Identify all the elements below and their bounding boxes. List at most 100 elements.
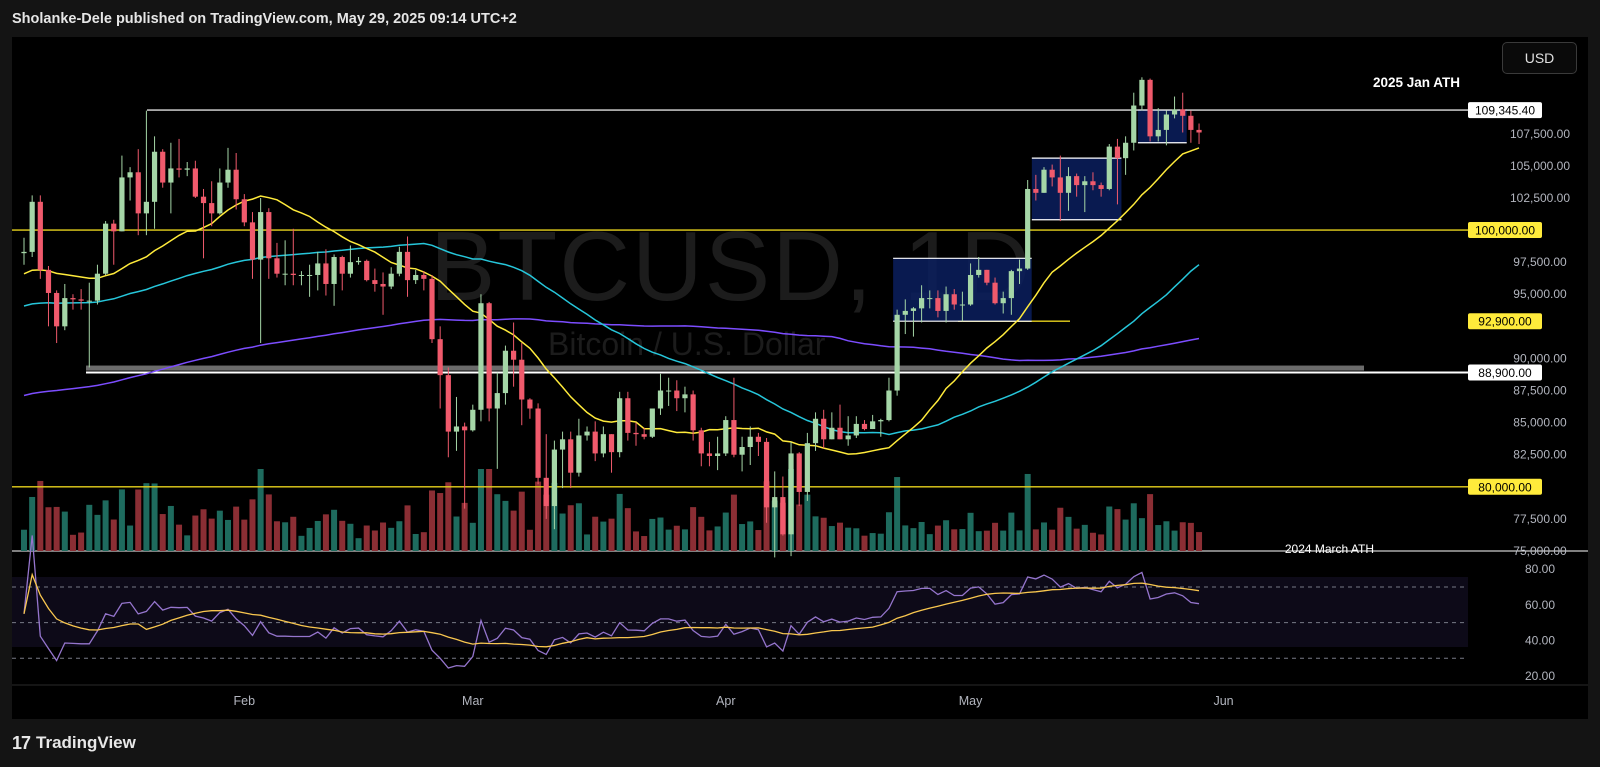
candle-body xyxy=(176,168,182,170)
volume-bar xyxy=(1106,506,1113,551)
volume-bar xyxy=(934,525,941,551)
time-axis-tick: Feb xyxy=(234,694,256,708)
time-axis-tick: Mar xyxy=(462,694,484,708)
candle-body xyxy=(429,278,435,340)
candle-body xyxy=(209,203,215,214)
volume-bar xyxy=(1187,522,1194,551)
volume-bar xyxy=(796,504,803,551)
volume-bar xyxy=(714,526,721,551)
volume-bar xyxy=(143,483,150,551)
volume-bar xyxy=(649,518,656,551)
rsi-axis-tick: 80.00 xyxy=(1525,562,1555,576)
volume-bar xyxy=(1000,530,1007,551)
volume-bar xyxy=(926,534,933,551)
volume-bar xyxy=(584,534,591,551)
volume-bar xyxy=(1155,525,1162,551)
watermark-description: Bitcoin / U.S. Dollar xyxy=(548,326,826,362)
candle-body xyxy=(86,300,92,302)
volume-bar xyxy=(167,505,174,551)
candle-body xyxy=(225,169,231,183)
price-level-box xyxy=(1468,222,1542,239)
volume-bar xyxy=(298,535,305,551)
candle-body xyxy=(266,212,272,259)
price-chart[interactable]: 107,500.00 105,000.00 102,500.00 97,500.00 9… xyxy=(12,37,1588,719)
price-axis-tick: 107,500.00 xyxy=(1510,127,1570,141)
volume-bar xyxy=(983,530,990,551)
volume-bar xyxy=(608,518,615,551)
rsi-line xyxy=(23,535,1200,669)
candle-body xyxy=(674,390,680,399)
candle-body xyxy=(1033,188,1039,193)
volume-bar xyxy=(184,535,191,551)
candle-body xyxy=(967,274,974,305)
candle-body xyxy=(274,258,280,274)
candle-body xyxy=(233,169,239,200)
candle-body xyxy=(372,280,378,284)
candle-body xyxy=(307,274,313,276)
footer-brand[interactable]: 17 TradingView xyxy=(12,728,136,758)
rsi-axis-tick: 40.00 xyxy=(1525,633,1555,647)
candle-body xyxy=(192,168,198,197)
candle-body xyxy=(355,260,362,263)
candle-body xyxy=(290,273,296,275)
candle-body xyxy=(853,423,859,436)
volume-bar xyxy=(151,483,158,551)
candle-body xyxy=(1082,181,1088,186)
candle-body xyxy=(788,453,794,535)
price-level-label: 80,000.00 xyxy=(1478,480,1532,494)
candle-body xyxy=(45,269,52,293)
price-axis-tick: 77,500.00 xyxy=(1513,512,1567,526)
volume-bar xyxy=(869,533,876,551)
candle-body xyxy=(1008,271,1014,299)
candle-body xyxy=(657,390,664,409)
volume-bar xyxy=(959,529,966,551)
candle-body xyxy=(339,257,345,274)
candle-body xyxy=(951,294,957,305)
candle-body xyxy=(184,168,190,170)
price-level-label: 100,000.00 xyxy=(1475,224,1535,238)
candle-body xyxy=(494,393,500,409)
volume-bar xyxy=(665,529,672,551)
volume-bar xyxy=(681,529,688,551)
candle-body xyxy=(1188,115,1194,130)
candle-body xyxy=(649,408,655,437)
candle-body xyxy=(698,430,704,454)
candle-body xyxy=(812,418,819,444)
candle-body xyxy=(706,453,713,456)
volume-bar xyxy=(21,529,27,551)
volume-bar xyxy=(290,516,297,551)
currency-button[interactable]: USD xyxy=(1502,42,1577,74)
volume-bar xyxy=(61,511,68,551)
volume-bar xyxy=(118,489,125,551)
price-axis-tick: 95,000.00 xyxy=(1513,287,1567,301)
volume-bar xyxy=(1041,522,1047,551)
volume-bar xyxy=(559,513,566,551)
volume-bar xyxy=(371,530,378,551)
candle-body xyxy=(755,436,761,442)
volume-bar xyxy=(722,512,729,551)
volume-bar xyxy=(698,516,705,551)
currency-label: USD xyxy=(1524,50,1555,66)
candle-body xyxy=(1025,188,1031,269)
candle-body xyxy=(1139,79,1145,106)
candle-body xyxy=(535,408,541,478)
candle-body xyxy=(1123,142,1129,159)
price-level-box xyxy=(1468,364,1542,381)
candle-body xyxy=(70,298,76,300)
candle-body xyxy=(511,350,517,360)
candle-body xyxy=(625,398,631,433)
sma-slow-line xyxy=(23,318,1200,397)
candle-body xyxy=(780,497,786,535)
candle-body xyxy=(731,420,737,455)
candle-body xyxy=(837,427,843,440)
candle-body xyxy=(486,303,492,409)
sma-fast-line xyxy=(23,147,1200,455)
volume-bar xyxy=(657,517,664,551)
volume-bar xyxy=(502,500,509,551)
candle-body xyxy=(1065,176,1072,193)
publisher-header: Sholanke-Dele published on TradingView.c… xyxy=(0,0,1600,38)
candle-body xyxy=(323,263,329,284)
candle-body xyxy=(160,151,166,183)
candle-body xyxy=(804,443,810,492)
candle-body xyxy=(1106,146,1112,189)
